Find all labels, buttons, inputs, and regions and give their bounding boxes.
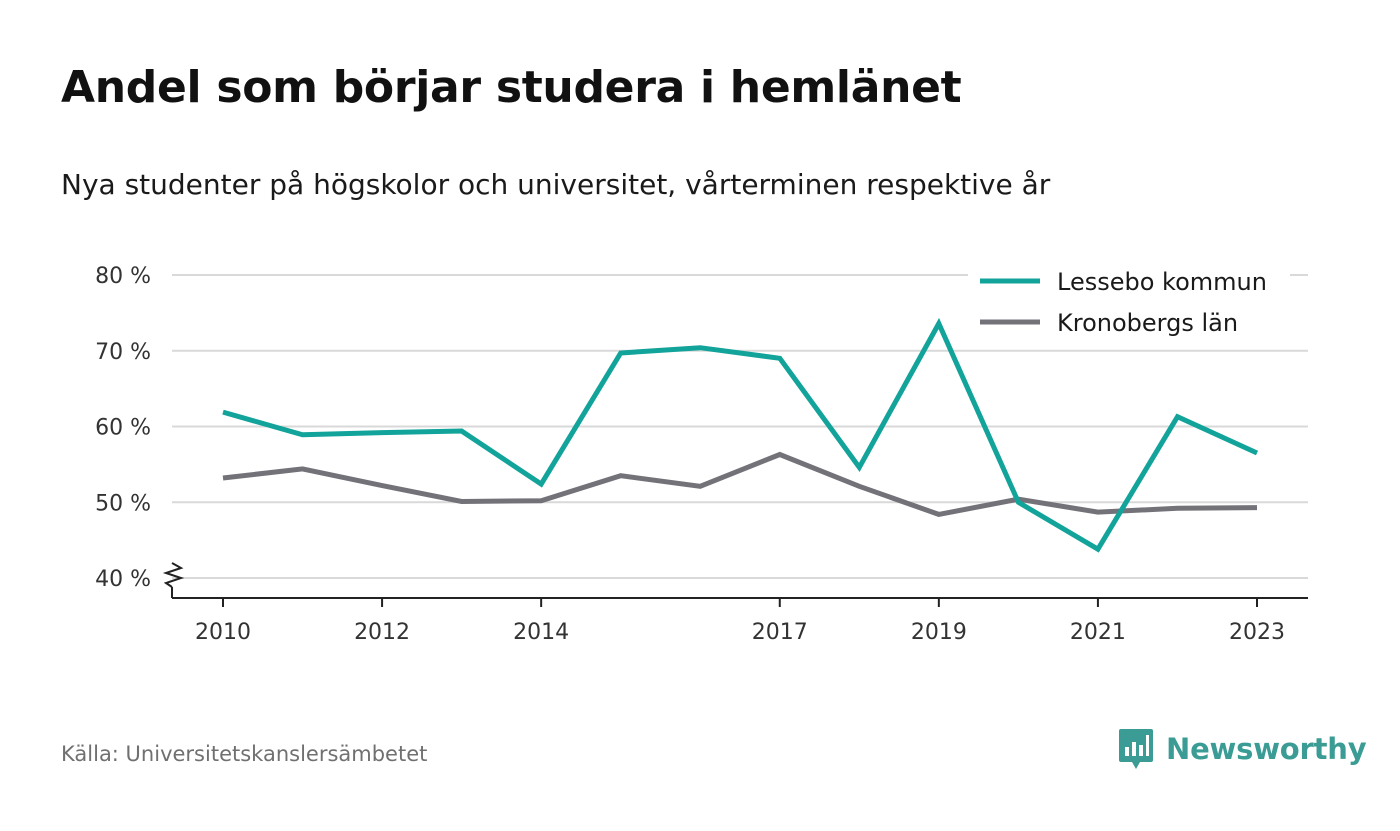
chart-title: Andel som börjar studera i hemlänet bbox=[61, 62, 962, 113]
legend-label: Lessebo kommun bbox=[1057, 268, 1267, 296]
legend-background bbox=[968, 258, 1290, 346]
x-tick-label: 2017 bbox=[752, 620, 808, 645]
brand-name: Newsworthy bbox=[1166, 732, 1367, 766]
x-tick-label: 2023 bbox=[1229, 620, 1285, 645]
newsworthy-logo-icon bbox=[1119, 729, 1153, 769]
legend-label: Kronobergs län bbox=[1057, 309, 1238, 337]
series-lines bbox=[222, 317, 1259, 553]
y-tick-label: 50 % bbox=[95, 491, 151, 516]
x-tick-label: 2010 bbox=[195, 620, 251, 645]
y-tick-label: 80 % bbox=[95, 264, 151, 289]
y-tick-label: 60 % bbox=[95, 416, 151, 441]
y-axis-break-icon bbox=[162, 562, 185, 588]
x-tick-label: 2012 bbox=[354, 620, 410, 645]
axes: 40 % 50 % 60 % 70 % 80 % 2010 2012 2014 2017 2019… bbox=[95, 264, 1308, 645]
brand-logo[interactable]: Newsworthy bbox=[1118, 727, 1367, 771]
series-line-kronoberg bbox=[222, 451, 1258, 517]
chart-subtitle: Nya studenter på högskolor och universit… bbox=[61, 168, 1051, 201]
x-tick-label: 2014 bbox=[513, 620, 569, 645]
series-line-lessebo bbox=[222, 317, 1259, 553]
y-tick-label: 70 % bbox=[95, 340, 151, 365]
legend: Lessebo kommun Kronobergs län bbox=[968, 258, 1290, 346]
x-tick-label: 2021 bbox=[1070, 620, 1126, 645]
y-tick-label: 40 % bbox=[95, 567, 151, 592]
x-tick-label: 2019 bbox=[911, 620, 967, 645]
source-note: Källa: Universitetskanslersämbetet bbox=[61, 742, 428, 766]
